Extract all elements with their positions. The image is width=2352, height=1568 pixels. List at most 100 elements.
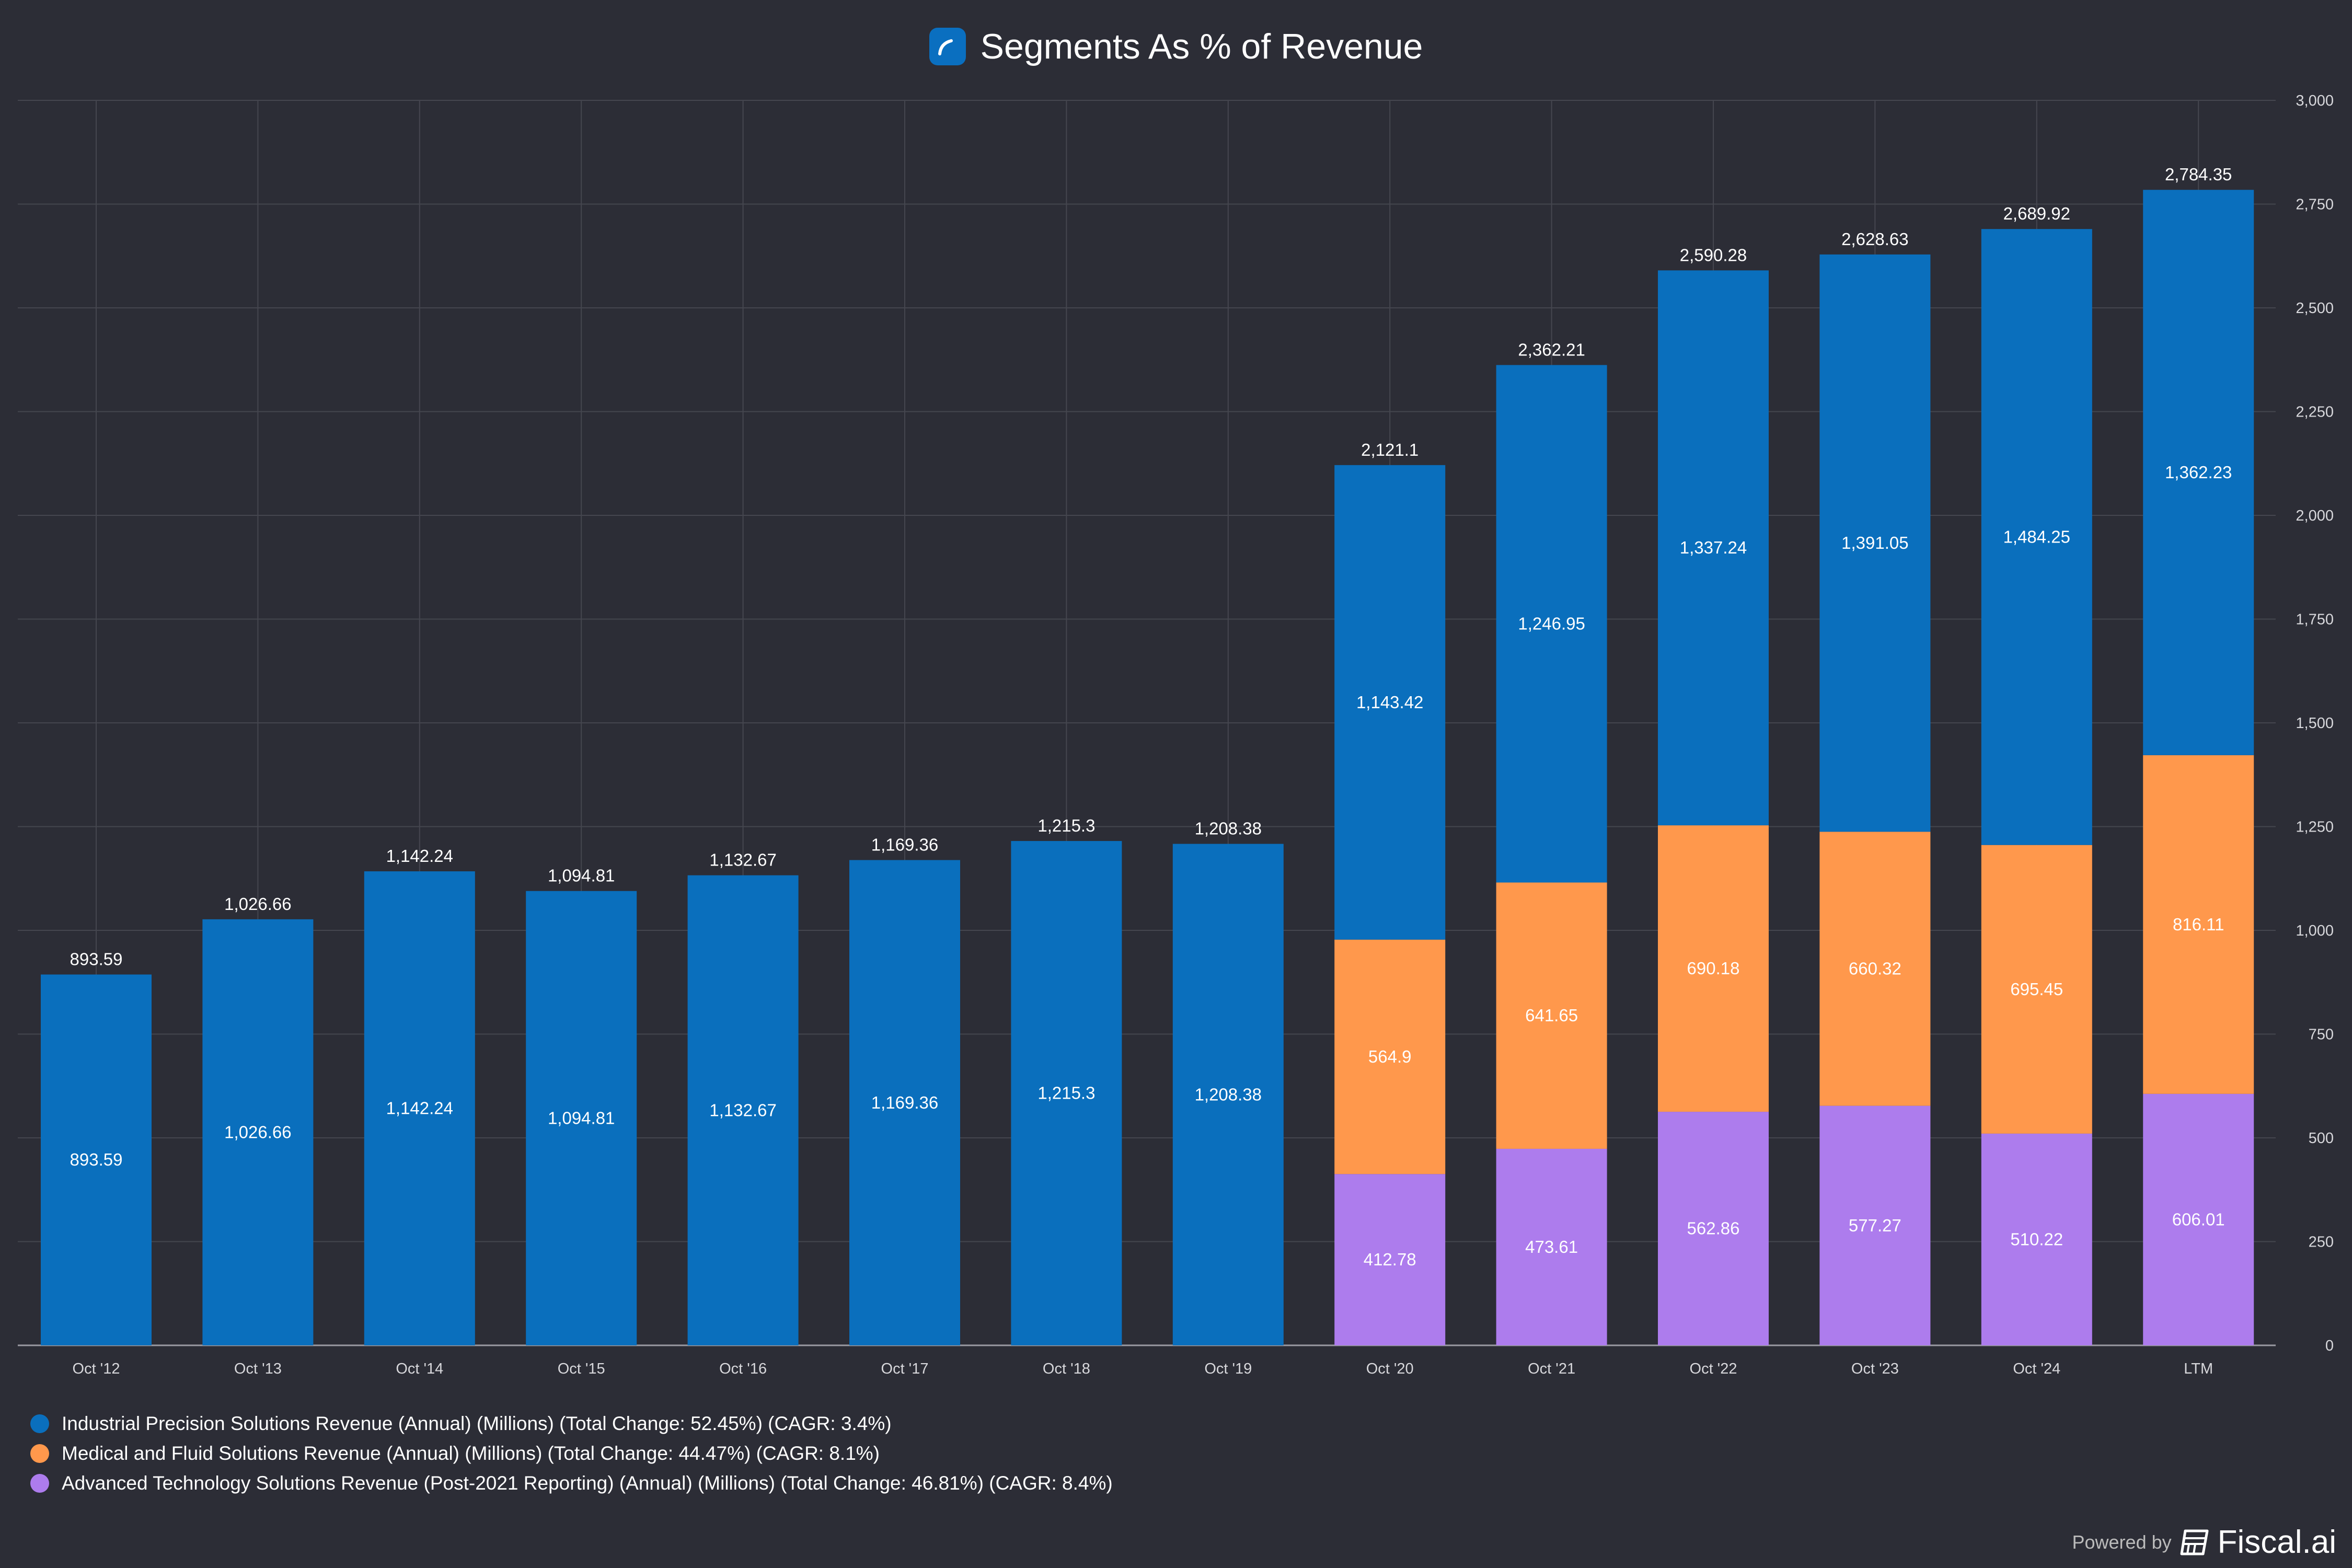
bar-total-label: 1,142.24 (386, 846, 453, 866)
x-tick-label: Oct '23 (1851, 1361, 1899, 1377)
bar-value-label: 1,362.23 (2165, 463, 2232, 482)
bar-total-label: 2,784.35 (2165, 165, 2232, 184)
bar-total-label: 1,208.38 (1195, 819, 1262, 838)
bar-value-label: 690.18 (1687, 959, 1740, 978)
bar-segment[interactable] (526, 891, 637, 1345)
legend-item-medical[interactable]: Medical and Fluid Solutions Revenue (Ann… (30, 1438, 1113, 1468)
bar-value-label: 473.61 (1525, 1237, 1578, 1256)
fiscal-logo-icon (2180, 1529, 2209, 1555)
chart-title-text: Segments As % of Revenue (980, 27, 1423, 66)
bar-segment[interactable] (1011, 841, 1122, 1345)
bar-value-label: 1,169.36 (871, 1093, 938, 1112)
bar-value-label: 1,026.66 (224, 1122, 291, 1142)
bar-segment[interactable] (1981, 1133, 2092, 1345)
legend-item-advanced[interactable]: Advanced Technology Solutions Revenue (P… (30, 1468, 1113, 1498)
bar-segment[interactable] (1981, 845, 2092, 1134)
bar-segment[interactable] (1172, 844, 1284, 1345)
y-tick-label: 750 (2309, 1027, 2334, 1043)
bar-total-label: 2,628.63 (1841, 229, 1908, 249)
bar-total-label: 2,689.92 (2003, 204, 2070, 223)
x-tick-label: Oct '15 (558, 1361, 605, 1377)
bar-segment[interactable] (849, 860, 960, 1345)
company-logo-icon (929, 28, 966, 65)
bar-total-label: 2,590.28 (1680, 245, 1747, 264)
x-tick-label: Oct '14 (396, 1361, 443, 1377)
bar-total-label: 893.59 (70, 949, 123, 969)
bar-value-label: 577.27 (1849, 1216, 1901, 1235)
y-tick-label: 2,250 (2296, 404, 2334, 421)
legend-label: Industrial Precision Solutions Revenue (… (62, 1412, 892, 1434)
bar-segment[interactable] (1819, 832, 1931, 1106)
y-tick-label: 250 (2309, 1234, 2334, 1251)
y-tick-label: 1,750 (2296, 612, 2334, 628)
bar-total-label: 2,362.21 (1518, 340, 1585, 359)
powered-by-footer[interactable]: Powered by Fiscal.ai (2072, 1524, 2337, 1561)
bar-total-label: 1,026.66 (224, 894, 291, 914)
bar-value-label: 606.01 (2172, 1209, 2225, 1229)
chart-title: Segments As % of Revenue (0, 26, 2352, 67)
y-tick-label: 1,250 (2296, 819, 2334, 836)
y-tick-label: 500 (2309, 1130, 2334, 1147)
bar-segment[interactable] (1496, 1148, 1607, 1345)
bar-segment[interactable] (1334, 465, 1446, 940)
bar-value-label: 1,246.95 (1518, 614, 1585, 633)
bar-segment[interactable] (687, 875, 799, 1345)
x-tick-label: Oct '16 (719, 1361, 767, 1377)
bar-value-label: 562.86 (1687, 1219, 1740, 1238)
bar-segment[interactable] (2143, 1093, 2254, 1345)
bar-segment[interactable] (1981, 229, 2092, 845)
bar-value-label: 1,208.38 (1195, 1085, 1262, 1104)
x-tick-label: Oct '19 (1204, 1361, 1252, 1377)
x-tick-label: Oct '24 (2013, 1361, 2060, 1377)
bar-value-label: 1,132.67 (709, 1100, 776, 1120)
x-tick-label: Oct '12 (73, 1361, 120, 1377)
bar-value-label: 1,094.81 (548, 1108, 615, 1127)
bar-total-label: 1,169.36 (871, 835, 938, 855)
legend-label: Advanced Technology Solutions Revenue (P… (62, 1472, 1113, 1494)
bar-segment[interactable] (202, 919, 314, 1345)
bar-value-label: 412.78 (1364, 1250, 1416, 1269)
powered-by-text: Powered by (2072, 1531, 2172, 1553)
bar-segment[interactable] (1658, 270, 1769, 826)
x-tick-label: Oct '21 (1528, 1361, 1575, 1377)
bar-segment[interactable] (1496, 882, 1607, 1149)
bar-value-label: 1,484.25 (2003, 527, 2070, 546)
bar-segment[interactable] (1334, 939, 1446, 1174)
bar-value-label: 1,143.42 (1356, 693, 1423, 712)
y-tick-label: 1,000 (2296, 923, 2334, 939)
legend: Industrial Precision Solutions Revenue (… (30, 1409, 1113, 1498)
bar-total-label: 1,132.67 (709, 850, 776, 870)
bar-total-label: 1,094.81 (548, 866, 615, 885)
bar-segment[interactable] (1819, 1105, 1931, 1345)
bar-segment[interactable] (1819, 254, 1931, 832)
bar-segment[interactable] (364, 871, 475, 1345)
y-tick-label: 2,750 (2296, 197, 2334, 213)
bar-value-label: 816.11 (2173, 915, 2224, 934)
bar-total-label: 1,215.3 (1037, 816, 1095, 835)
x-tick-label: Oct '17 (881, 1361, 929, 1377)
bar-value-label: 660.32 (1849, 959, 1901, 978)
y-tick-label: 3,000 (2296, 93, 2334, 109)
stacked-bar-chart: 0 250 500 750 1,000 1,250 1,500 1,750 2,000 2,250… (18, 93, 2334, 1377)
bar-segment[interactable] (1496, 365, 1607, 883)
x-tick-label: Oct '13 (234, 1361, 282, 1377)
bar-segment[interactable] (1658, 1112, 1769, 1345)
bar-value-label: 695.45 (2010, 979, 2063, 999)
legend-item-industrial[interactable]: Industrial Precision Solutions Revenue (… (30, 1409, 1113, 1438)
bar-segment[interactable] (2143, 190, 2254, 755)
legend-label: Medical and Fluid Solutions Revenue (Ann… (62, 1442, 880, 1464)
bar-value-label: 564.9 (1368, 1047, 1412, 1066)
bar-segment[interactable] (2143, 755, 2254, 1094)
bar-value-label: 1,215.3 (1037, 1083, 1095, 1103)
bar-segment[interactable] (41, 974, 152, 1345)
bar-total-label: 2,121.1 (1361, 440, 1419, 459)
bar-segment[interactable] (1334, 1174, 1446, 1345)
y-tick-label: 0 (2325, 1338, 2334, 1354)
bar-value-label: 893.59 (70, 1150, 123, 1169)
bar-value-label: 1,142.24 (386, 1099, 453, 1118)
bar-value-label: 641.65 (1525, 1006, 1578, 1025)
bar-value-label: 510.22 (2010, 1229, 2063, 1249)
legend-dot-icon (30, 1473, 49, 1493)
bar-value-label: 1,337.24 (1680, 538, 1747, 557)
bar-segment[interactable] (1658, 825, 1769, 1112)
